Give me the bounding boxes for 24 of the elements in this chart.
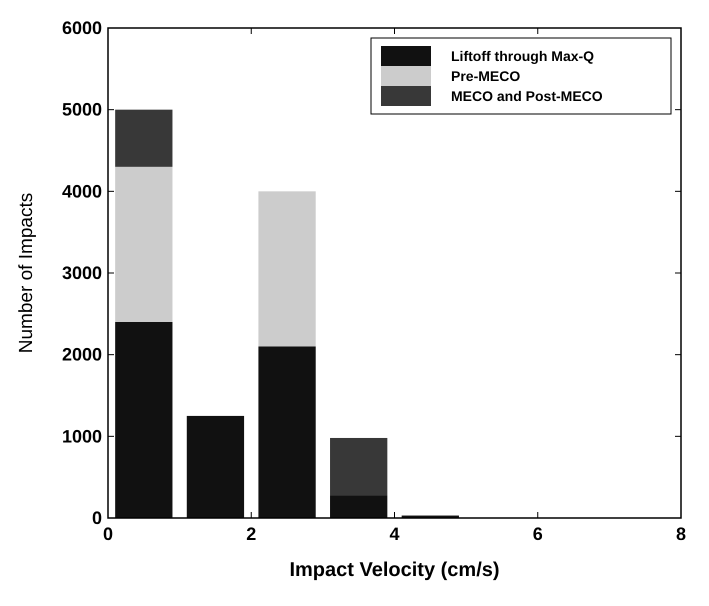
x-tick-label: 6: [532, 524, 543, 544]
y-tick-label: 2000: [62, 344, 102, 365]
x-tick-label: 4: [389, 524, 400, 544]
bar: [258, 191, 316, 346]
legend-label: Liftoff through Max-Q: [451, 48, 594, 64]
x-axis-title: Impact Velocity (cm/s): [289, 559, 500, 581]
bar: [186, 416, 244, 518]
bar: [115, 322, 172, 518]
x-tick-label: 2: [246, 524, 256, 544]
y-tick-label: 4000: [62, 181, 102, 202]
bar: [330, 438, 388, 496]
bar: [330, 495, 388, 518]
y-tick-label: 3000: [62, 263, 102, 283]
bar: [115, 110, 172, 167]
y-axis-title: Number of Impacts: [16, 192, 37, 354]
y-tick-label: 0: [92, 508, 102, 528]
y-tick-label: 6000: [62, 18, 102, 38]
bar: [258, 346, 316, 518]
legend-label: MECO and Post-MECO: [451, 88, 603, 104]
x-tick-label: 8: [676, 524, 686, 544]
bar: [115, 166, 172, 322]
legend-label: Pre-MECO: [451, 68, 520, 84]
y-tick-label: 1000: [62, 426, 102, 446]
y-tick-label: 5000: [62, 100, 102, 120]
